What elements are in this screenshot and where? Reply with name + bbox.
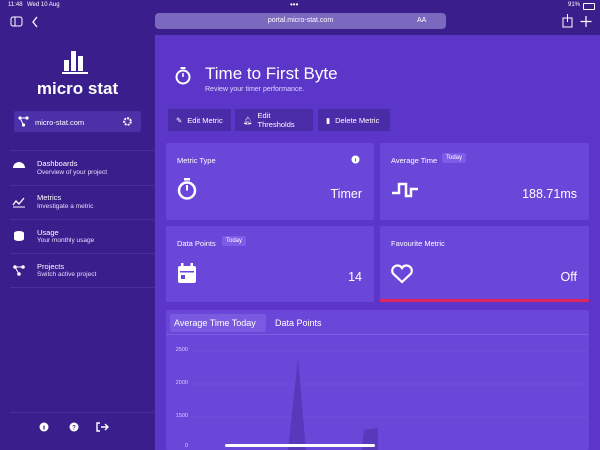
project-selector[interactable]	[14, 111, 141, 132]
icon: ▮	[326, 115, 331, 125]
nav-subtitle: Overview of your project	[37, 169, 108, 176]
status-time: 11:48	[8, 2, 23, 8]
card-label: Metric Type	[177, 156, 216, 165]
axis-label: 1500	[175, 413, 188, 419]
card-value: Off	[560, 270, 577, 284]
card-label: Favourite Metric	[391, 239, 445, 248]
divider	[10, 185, 155, 186]
svg-text:?: ?	[72, 425, 76, 431]
status-bar-red	[380, 299, 589, 302]
back-button[interactable]	[32, 16, 38, 28]
chart-plot	[192, 350, 587, 450]
active-tab[interactable]	[170, 314, 266, 332]
edit-thresholds-button[interactable]: 🔔︎ Edit Thresholds	[235, 109, 313, 131]
timer-icon	[175, 67, 191, 85]
metric-type-card: Metric Type Timer	[166, 143, 374, 220]
edit-metric-button[interactable]: ✎ Edit Metric	[168, 109, 231, 131]
nav-subtitle: Your monthly usage	[37, 237, 95, 244]
project-name: micro-stat.com	[35, 118, 85, 127]
nav-title[interactable]: Metrics	[37, 193, 62, 202]
url: portal.micro-stat.com	[267, 17, 334, 24]
button-label: Edit Thresholds	[257, 111, 295, 129]
sidebar	[0, 0, 155, 450]
nav-subtitle: Investigate a metric	[37, 203, 94, 210]
icon: 🔔︎	[243, 115, 253, 125]
tab[interactable]: Average Time Today	[174, 318, 256, 328]
divider	[10, 150, 155, 151]
nav-title[interactable]: Usage	[37, 228, 59, 237]
new-tab-button[interactable]	[580, 16, 592, 27]
chart-panel	[166, 310, 589, 450]
card-label: Data Points	[177, 239, 216, 248]
page-subtitle: Review your timer performance.	[205, 86, 305, 93]
button-label: Edit Metric	[187, 115, 223, 125]
data-points-card: Data Points Today 14	[166, 226, 374, 302]
icon: ✎	[176, 115, 183, 125]
battery-icon	[583, 3, 595, 10]
axis-label: 2000	[175, 380, 188, 386]
button-label: Delete Metric	[335, 115, 380, 125]
card-badge: Today	[222, 236, 247, 246]
status-battery: 91%	[568, 2, 581, 8]
nav-icons[interactable]	[10, 15, 50, 29]
axis-label: 0	[184, 443, 188, 449]
heart-icon	[391, 264, 413, 284]
settings-icon[interactable]	[123, 117, 132, 126]
card-value: 14	[348, 270, 362, 284]
timer-icon	[177, 178, 197, 200]
card-badge: Today	[442, 153, 467, 163]
nav-title[interactable]: Dashboards	[37, 159, 78, 168]
favourite-card[interactable]: Favourite Metric Off	[380, 226, 589, 302]
nav-icons	[12, 162, 25, 276]
status-date: Wed 10 Aug	[27, 2, 60, 8]
tab-dots: •••	[290, 0, 299, 9]
card-label: Average Time	[391, 156, 438, 165]
home-indicator	[225, 444, 375, 447]
page-title: Time to First Byte	[205, 64, 338, 83]
divider	[10, 253, 155, 254]
average-time-card: Average Time Today 188.71ms	[380, 143, 589, 220]
browser-actions[interactable]	[558, 13, 594, 29]
reader-button[interactable]: AA	[417, 17, 427, 24]
info-icon[interactable]	[351, 155, 360, 164]
nav-title[interactable]: Projects	[37, 262, 65, 271]
nav-subtitle: Switch active project	[37, 271, 97, 278]
divider	[10, 412, 155, 413]
divider	[10, 219, 155, 220]
tab[interactable]: Data Points	[275, 318, 322, 328]
spike	[288, 358, 306, 450]
wave-icon	[392, 182, 418, 198]
project-icon	[18, 116, 29, 127]
sidebar-toggle[interactable]	[10, 16, 23, 27]
delete-metric-button[interactable]: ▮ Delete Metric	[318, 109, 390, 131]
brand: micro stat	[36, 79, 119, 98]
logo-icon	[62, 51, 88, 74]
divider	[10, 287, 155, 288]
tab-divider	[166, 334, 589, 335]
card-value: 188.71ms	[522, 187, 577, 201]
axis-label: 2500	[175, 347, 188, 353]
card-value: Timer	[330, 187, 362, 201]
calendar-icon	[178, 263, 196, 283]
address-bar[interactable]	[155, 13, 446, 29]
footer-icons[interactable]: ?	[38, 421, 112, 433]
